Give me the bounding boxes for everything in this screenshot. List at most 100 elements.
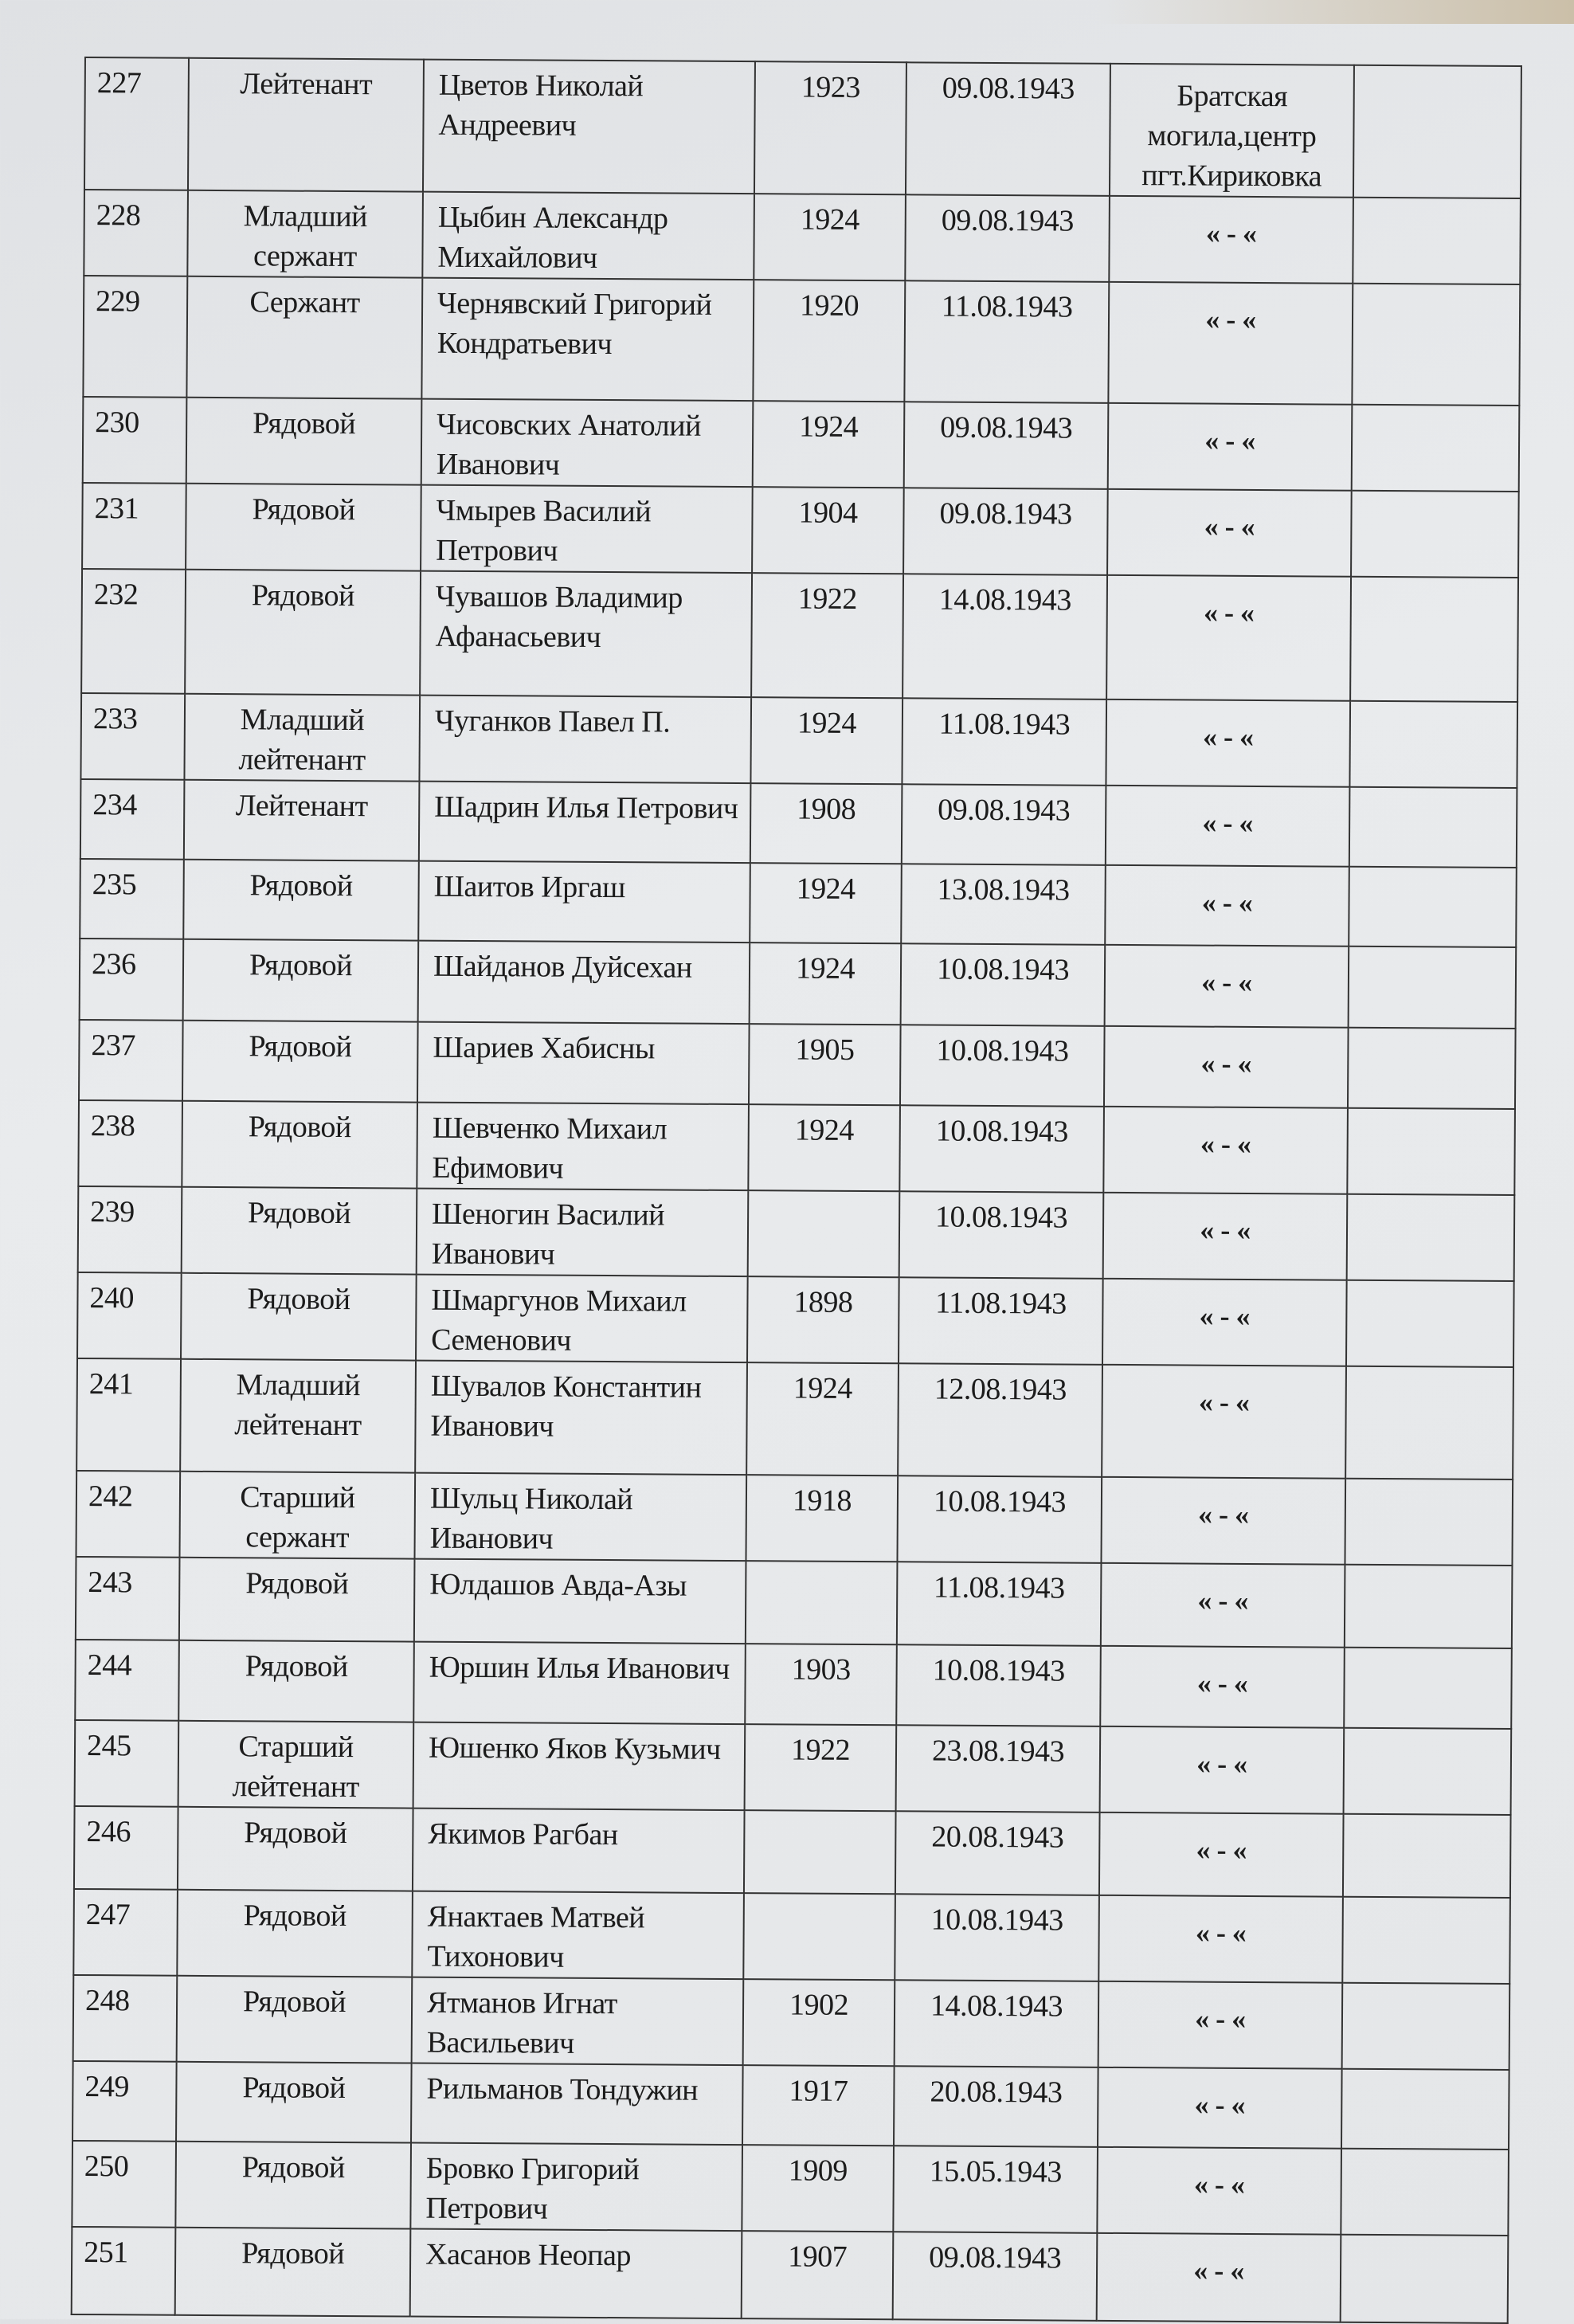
- rank-cell: Рядовой: [176, 2061, 412, 2143]
- name-cell: Шмаргунов Михаил Семенович: [416, 1274, 748, 1363]
- burial-place-cell: « - «: [1108, 281, 1353, 405]
- rank-cell: Сержант: [186, 276, 423, 399]
- burial-place-cell: « - «: [1102, 1364, 1346, 1479]
- birth-year-cell: 1907: [741, 2231, 894, 2320]
- rank-cell: Рядовой: [182, 1100, 417, 1189]
- death-date-cell: 10.08.1943: [900, 943, 1106, 1026]
- birth-year-cell: [743, 1810, 896, 1895]
- row-number: 230: [82, 396, 187, 484]
- row-number: 245: [74, 1719, 179, 1807]
- row-number: 250: [72, 2140, 177, 2228]
- birth-year-cell: 1918: [746, 1475, 899, 1562]
- note-cell: [1351, 404, 1520, 492]
- rank-cell: Рядовой: [177, 1889, 413, 1977]
- note-cell: [1340, 2234, 1509, 2323]
- death-date-cell: 20.08.1943: [894, 2066, 1098, 2147]
- rank-cell: Рядовой: [186, 483, 421, 571]
- burial-place-cell: « - «: [1098, 1895, 1343, 1983]
- rank-cell: Рядовой: [182, 939, 419, 1022]
- birth-year-cell: 1924: [754, 194, 906, 281]
- table-row: 242 Старший сержант Шульц Николай Иванович…: [76, 1470, 1513, 1566]
- table-row: 246 Рядовой Якимов Рагбан 20.08.1943 « - «: [73, 1805, 1511, 1898]
- row-number: 244: [75, 1639, 179, 1721]
- note-cell: [1345, 1366, 1513, 1479]
- name-cell: Шевченко Михаил Ефимович: [417, 1102, 749, 1191]
- burial-place-cell: « - «: [1097, 2067, 1342, 2149]
- death-date-cell: 23.08.1943: [895, 1725, 1101, 1813]
- name-cell: Рильманов Тондужин: [411, 2063, 743, 2146]
- note-cell: [1342, 1896, 1510, 1984]
- rank-cell: Рядовой: [176, 1975, 413, 2063]
- note-cell: [1353, 65, 1521, 199]
- note-cell: [1349, 700, 1518, 789]
- note-cell: [1349, 786, 1517, 868]
- death-date-cell: 09.08.1943: [892, 2232, 1098, 2321]
- rank-cell: Рядовой: [183, 859, 419, 941]
- death-date-cell: 11.08.1943: [902, 698, 1107, 786]
- birth-year-cell: 1908: [750, 783, 903, 864]
- row-number: 241: [76, 1358, 182, 1472]
- birth-year-cell: [743, 1893, 895, 1981]
- rank-cell: Лейтенант: [183, 779, 420, 861]
- death-date-cell: 11.08.1943: [904, 280, 1110, 403]
- burial-place-cell: « - «: [1103, 1106, 1348, 1194]
- row-number: 251: [71, 2226, 176, 2315]
- death-date-cell: 10.08.1943: [899, 1105, 1104, 1193]
- name-cell: Хасанов Неопар: [409, 2228, 742, 2319]
- note-cell: [1344, 1564, 1513, 1648]
- table-row: 249 Рядовой Рильманов Тондужин 1917 20.08.19…: [72, 2060, 1509, 2150]
- rank-cell: Младший лейтенант: [184, 693, 421, 782]
- table-row: 230 Рядовой Чисовских Анатолий Иванович 192…: [82, 396, 1520, 492]
- burial-place-cell: « - «: [1105, 864, 1349, 946]
- death-date-cell: 14.08.1943: [894, 1980, 1099, 2067]
- burial-place-cell: « - «: [1102, 1278, 1347, 1366]
- burial-place-cell: « - «: [1096, 2232, 1341, 2322]
- rank-cell: Рядовой: [175, 2141, 412, 2229]
- note-cell: [1350, 576, 1519, 703]
- table-row: 247 Рядовой Янактаев Матвей Тихонович 10.08…: [73, 1888, 1510, 1984]
- burial-place-cell: « - «: [1100, 1562, 1345, 1648]
- birth-year-cell: 1902: [742, 1979, 895, 2067]
- name-cell: Янактаев Матвей Тихонович: [412, 1891, 744, 1980]
- row-number: 228: [84, 190, 188, 276]
- death-date-cell: 20.08.1943: [895, 1811, 1100, 1895]
- row-number: 243: [75, 1556, 180, 1640]
- birth-year-cell: 1924: [750, 697, 903, 785]
- row-number: 238: [78, 1099, 182, 1187]
- burial-place-cell: « - «: [1100, 1645, 1345, 1728]
- birth-year-cell: 1922: [744, 1724, 897, 1812]
- memorial-list-table: 227 Лейтенант Цветов Николай Андреевич 1923…: [71, 57, 1522, 2324]
- name-cell: Юршин Илья Иванович: [413, 1641, 746, 1725]
- row-number: 242: [76, 1470, 181, 1558]
- row-number: 227: [84, 57, 189, 190]
- name-cell: Чувашов Владимир Афанасьевич: [420, 570, 753, 698]
- birth-year-cell: [745, 1561, 898, 1645]
- table-row: 240 Рядовой Шмаргунов Михаил Семенович 1898…: [77, 1272, 1514, 1367]
- table-row: 239 Рядовой Шеногин Василий Иванович 10.08.…: [77, 1186, 1515, 1281]
- row-number: 232: [81, 568, 186, 694]
- note-cell: [1345, 1478, 1513, 1566]
- burial-place-cell: « - «: [1098, 1812, 1344, 1897]
- table-row: 233 Младший лейтенант Чуганков Павел П. 192…: [80, 692, 1518, 789]
- row-number: 249: [72, 2060, 177, 2142]
- note-cell: [1341, 1982, 1510, 2070]
- note-cell: [1351, 490, 1519, 578]
- row-number: 233: [80, 692, 186, 780]
- rank-cell: Рядовой: [185, 569, 421, 696]
- note-cell: [1344, 1647, 1512, 1729]
- name-cell: Цыбин Александр Михайлович: [422, 191, 754, 280]
- rank-cell: Рядовой: [174, 2227, 411, 2317]
- name-cell: Шульц Николай Иванович: [414, 1472, 747, 1562]
- row-number: 247: [73, 1888, 178, 1976]
- burial-place-cell: « - «: [1103, 1025, 1349, 1108]
- row-number: 239: [77, 1186, 182, 1273]
- table-row: 237 Рядовой Шариев Хабисны 1905 10.08.1943 « …: [78, 1019, 1516, 1109]
- table-row: 228 Младший сержант Цыбин Александр Михайл…: [84, 190, 1521, 285]
- birth-year-cell: 1917: [742, 2065, 895, 2146]
- name-cell: Цветов Николай Андреевич: [422, 59, 755, 194]
- table-row: 248 Рядовой Ятманов Игнат Васильевич 1902 14…: [72, 1974, 1510, 2070]
- death-date-cell: 09.08.1943: [905, 194, 1110, 282]
- note-cell: [1349, 866, 1517, 947]
- rank-cell: Старший лейтенант: [178, 1720, 414, 1809]
- name-cell: Чернявский Григорий Кондратьевич: [421, 277, 754, 402]
